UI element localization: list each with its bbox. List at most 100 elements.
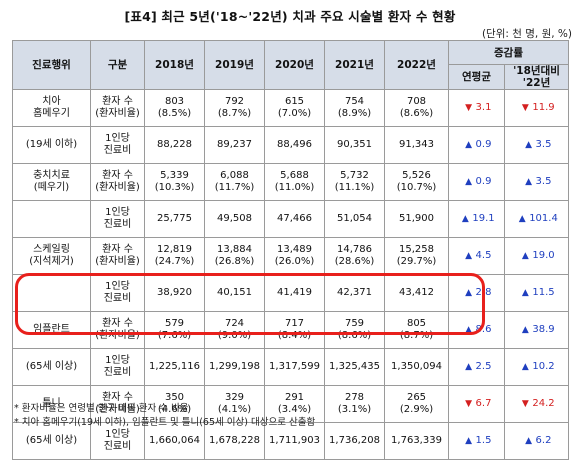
treatment-name-line: 임플란트 [33, 324, 70, 335]
trend-arrow-icon: ▲ [465, 362, 472, 372]
trend-arrow-icon: ▲ [465, 436, 472, 446]
cost-per-person: 40,151 [204, 274, 265, 312]
patient-count-cell: 724 (9.0%) [204, 311, 265, 349]
patient-count: 724 [224, 318, 245, 329]
patient-count: 278 [344, 392, 365, 403]
patient-ratio: (11.7%) [214, 182, 255, 193]
patient-count: 717 [284, 318, 305, 329]
patient-count-cell: 13,884 (26.8%) [204, 237, 265, 275]
header-annual: 연평균 [448, 64, 505, 90]
patient-count: 5,339 [160, 170, 189, 181]
category-label-line: (환자비율) [95, 182, 140, 193]
cost-per-person: 88,496 [264, 126, 325, 164]
trend-value: 1.5 [475, 435, 492, 446]
vs-2018-growth-cell: ▲ 3.5 [503, 126, 570, 164]
cost-per-person: 51,054 [324, 200, 385, 238]
patient-count: 13,884 [217, 244, 252, 255]
treatment-name-cell: 스케일링 (지석제거) [12, 237, 91, 275]
category-label-line: (환자비율) [95, 330, 140, 341]
trend-arrow-icon: ▲ [465, 177, 472, 187]
category-label-line: 1인당 [105, 133, 130, 144]
treatment-sub-cell [12, 200, 91, 238]
header-vs-line2: '22년 [522, 77, 551, 89]
trend-arrow-icon: ▲ [521, 325, 529, 335]
patient-ratio: (7.0%) [277, 108, 312, 119]
cost-per-person: 1,350,094 [384, 348, 449, 386]
category-label-line: 1인당 [105, 355, 130, 366]
category-patients: 환자 수 (환자비율) [90, 163, 145, 201]
cost-per-person: 1,299,198 [204, 348, 265, 386]
treatment-name-line: (떼우기) [33, 182, 70, 193]
cost-per-person: 51,900 [384, 200, 449, 238]
patient-count-cell: 615 (7.0%) [264, 89, 325, 127]
footnotes: * 환자비율은 연령별 인구 대비 환자 수 비율 * 치아 홈메우기(19세 … [14, 402, 315, 430]
patient-count-cell: 805 (8.7%) [384, 311, 449, 349]
vs-2018-growth-cell: ▼ 11.9 [503, 89, 570, 127]
trend-value: 3.5 [535, 176, 552, 187]
category-label-line: 1인당 [105, 281, 130, 292]
table-row: 스케일링 (지석제거) 환자 수 (환자비율) 12,819 (24.7%) 13,884(… [12, 237, 570, 275]
patient-count-cell: 754 (8.9%) [324, 89, 385, 127]
treatment-name: 임플란트 [14, 324, 90, 336]
cost-per-person: 1,225,116 [144, 348, 205, 386]
patient-count: 265 [406, 392, 427, 403]
cost-per-person: 38,920 [144, 274, 205, 312]
cost-per-person: 88,228 [144, 126, 205, 164]
vs-2018-growth-cell: ▲ 11.5 [503, 274, 570, 312]
header-year-2019: 2019년 [204, 40, 265, 90]
patient-count-cell: 717 (8.4%) [264, 311, 325, 349]
patient-count: 803 [164, 96, 185, 107]
treatment-name-line: 스케일링 [33, 244, 70, 255]
patient-count: 291 [284, 392, 305, 403]
patient-ratio: (28.6%) [334, 256, 375, 267]
trend-value: 19.1 [472, 213, 495, 224]
patient-count-cell: 13,489 (26.0%) [264, 237, 325, 275]
trend-value: 2.5 [475, 361, 492, 372]
category-label-line: 진료비 [103, 441, 132, 452]
vs-2018-growth-cell: ▲ 19.0 [503, 237, 570, 275]
annual-growth-cell: ▲ 2.5 [448, 348, 505, 386]
footnote-1: * 환자비율은 연령별 인구 대비 환자 수 비율 [14, 403, 189, 414]
trend-arrow-icon: ▲ [465, 288, 472, 298]
cost-per-person: 49,508 [204, 200, 265, 238]
patient-ratio: (26.8%) [214, 256, 255, 267]
patient-count-cell: 265 (2.9%) [384, 385, 449, 423]
table-row: (19세 이하) 1인당 진료비 88,228 89,237 88,496 90,351 91… [12, 126, 570, 164]
trend-value: 0.9 [475, 176, 492, 187]
cost-per-person: 41,419 [264, 274, 325, 312]
patient-ratio: (8.6%) [337, 330, 372, 341]
patient-ratio: (11.0%) [274, 182, 315, 193]
annual-growth-cell: ▼ 6.7 [448, 385, 505, 423]
table-row: 치아 홈메우기 환자 수 (환자비율) 803 (8.5%) 792 (8.7%) 615 (7.… [12, 89, 570, 127]
table-row: 1인당 진료비 38,920 40,151 41,419 42,371 43,412 ▲ 2.8… [12, 274, 570, 312]
header-growth: 증감률 [447, 40, 570, 65]
table-row: (65세 이상) 1인당 진료비 1,225,116 1,299,198 1,317,59… [12, 348, 570, 386]
cost-per-person: 25,775 [144, 200, 205, 238]
patient-ratio: (8.7%) [399, 330, 434, 341]
patient-ratio: (8.4%) [277, 330, 312, 341]
patient-ratio: (8.5%) [157, 108, 192, 119]
trend-arrow-icon: ▲ [465, 325, 472, 335]
category-label-line: 진료비 [103, 367, 132, 378]
treatment-name: 치아 홈메우기 [14, 96, 90, 120]
patient-ratio: (4.6%) [157, 404, 192, 415]
category-label-line: 환자 수 [102, 96, 133, 107]
table-row: 충치치료 (떼우기) 환자 수 (환자비율) 5,339 (10.3%) 6,088 (11.… [12, 163, 570, 201]
trend-arrow-icon: ▲ [461, 214, 469, 224]
patient-count: 5,688 [280, 170, 309, 181]
annual-growth-cell: ▲ 19.1 [448, 200, 505, 238]
patient-ratio: (26.0%) [274, 256, 315, 267]
cost-per-person: 42,371 [324, 274, 385, 312]
header-year-2020: 2020년 [264, 40, 325, 90]
trend-value: 6.7 [475, 398, 492, 409]
cost-per-person: 89,237 [204, 126, 265, 164]
patient-ratio: (3.1%) [337, 404, 372, 415]
patient-count-cell: 5,339 (10.3%) [144, 163, 205, 201]
patient-count: 329 [224, 392, 245, 403]
header-year-2018: 2018년 [144, 40, 205, 90]
treatment-name-cell: 틀니 [12, 385, 91, 423]
category-label-line: 환자 수 [102, 318, 133, 329]
trend-value: 11.5 [532, 287, 555, 298]
header-vs: '18년대비 '22년 [503, 64, 570, 90]
trend-arrow-icon: ▲ [521, 251, 529, 261]
